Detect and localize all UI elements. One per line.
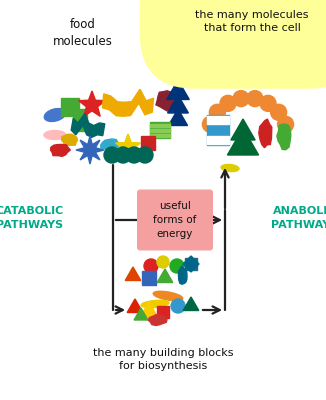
FancyBboxPatch shape: [141, 136, 155, 150]
Polygon shape: [231, 119, 255, 140]
Circle shape: [202, 116, 218, 132]
Polygon shape: [228, 128, 259, 155]
Circle shape: [271, 104, 287, 120]
Polygon shape: [183, 256, 199, 272]
Polygon shape: [277, 124, 291, 150]
Text: the many molecules
that form the cell: the many molecules that form the cell: [195, 10, 309, 33]
Text: the many building blocks
for biosynthesis: the many building blocks for biosynthesi…: [93, 348, 233, 371]
Circle shape: [171, 299, 185, 313]
Circle shape: [260, 95, 276, 111]
FancyBboxPatch shape: [207, 115, 229, 145]
Polygon shape: [156, 91, 174, 111]
Text: ANABOLIC
PATHWAYS: ANABOLIC PATHWAYS: [272, 206, 326, 230]
Polygon shape: [148, 315, 167, 326]
Polygon shape: [169, 109, 187, 126]
Polygon shape: [76, 136, 104, 164]
Text: CATABOLIC
PATHWAYS: CATABOLIC PATHWAYS: [0, 206, 64, 230]
Ellipse shape: [141, 300, 169, 308]
FancyBboxPatch shape: [150, 128, 170, 132]
FancyBboxPatch shape: [150, 124, 170, 126]
Circle shape: [104, 147, 120, 163]
Circle shape: [126, 147, 142, 163]
Circle shape: [220, 95, 236, 111]
FancyBboxPatch shape: [185, 258, 197, 270]
FancyBboxPatch shape: [207, 136, 229, 144]
Polygon shape: [102, 89, 154, 116]
Polygon shape: [259, 119, 272, 148]
Polygon shape: [51, 144, 70, 156]
Polygon shape: [157, 269, 173, 282]
FancyBboxPatch shape: [207, 116, 229, 124]
Polygon shape: [116, 134, 141, 158]
Ellipse shape: [153, 291, 183, 301]
Polygon shape: [101, 139, 120, 152]
Text: food
molecules: food molecules: [53, 18, 113, 48]
Polygon shape: [183, 297, 199, 310]
Circle shape: [115, 147, 131, 163]
Polygon shape: [79, 91, 105, 116]
FancyBboxPatch shape: [61, 98, 79, 116]
Circle shape: [233, 91, 249, 107]
FancyBboxPatch shape: [150, 134, 170, 136]
Circle shape: [277, 116, 294, 132]
Circle shape: [247, 91, 263, 107]
Ellipse shape: [44, 130, 66, 140]
Polygon shape: [168, 95, 188, 113]
Polygon shape: [125, 267, 141, 280]
Circle shape: [157, 256, 169, 268]
FancyBboxPatch shape: [157, 306, 169, 318]
Polygon shape: [178, 266, 187, 284]
FancyBboxPatch shape: [73, 109, 87, 131]
Circle shape: [209, 104, 225, 120]
Circle shape: [144, 259, 158, 273]
Polygon shape: [140, 302, 158, 317]
Text: useful
forms of
energy: useful forms of energy: [153, 201, 197, 239]
Circle shape: [137, 147, 153, 163]
FancyBboxPatch shape: [150, 122, 170, 138]
FancyBboxPatch shape: [142, 271, 156, 285]
Polygon shape: [127, 299, 143, 312]
Polygon shape: [71, 113, 105, 137]
Ellipse shape: [221, 164, 239, 172]
Polygon shape: [167, 80, 189, 100]
Polygon shape: [134, 308, 148, 320]
Circle shape: [170, 259, 184, 273]
Polygon shape: [62, 134, 77, 145]
Ellipse shape: [44, 108, 66, 122]
FancyBboxPatch shape: [137, 190, 213, 250]
